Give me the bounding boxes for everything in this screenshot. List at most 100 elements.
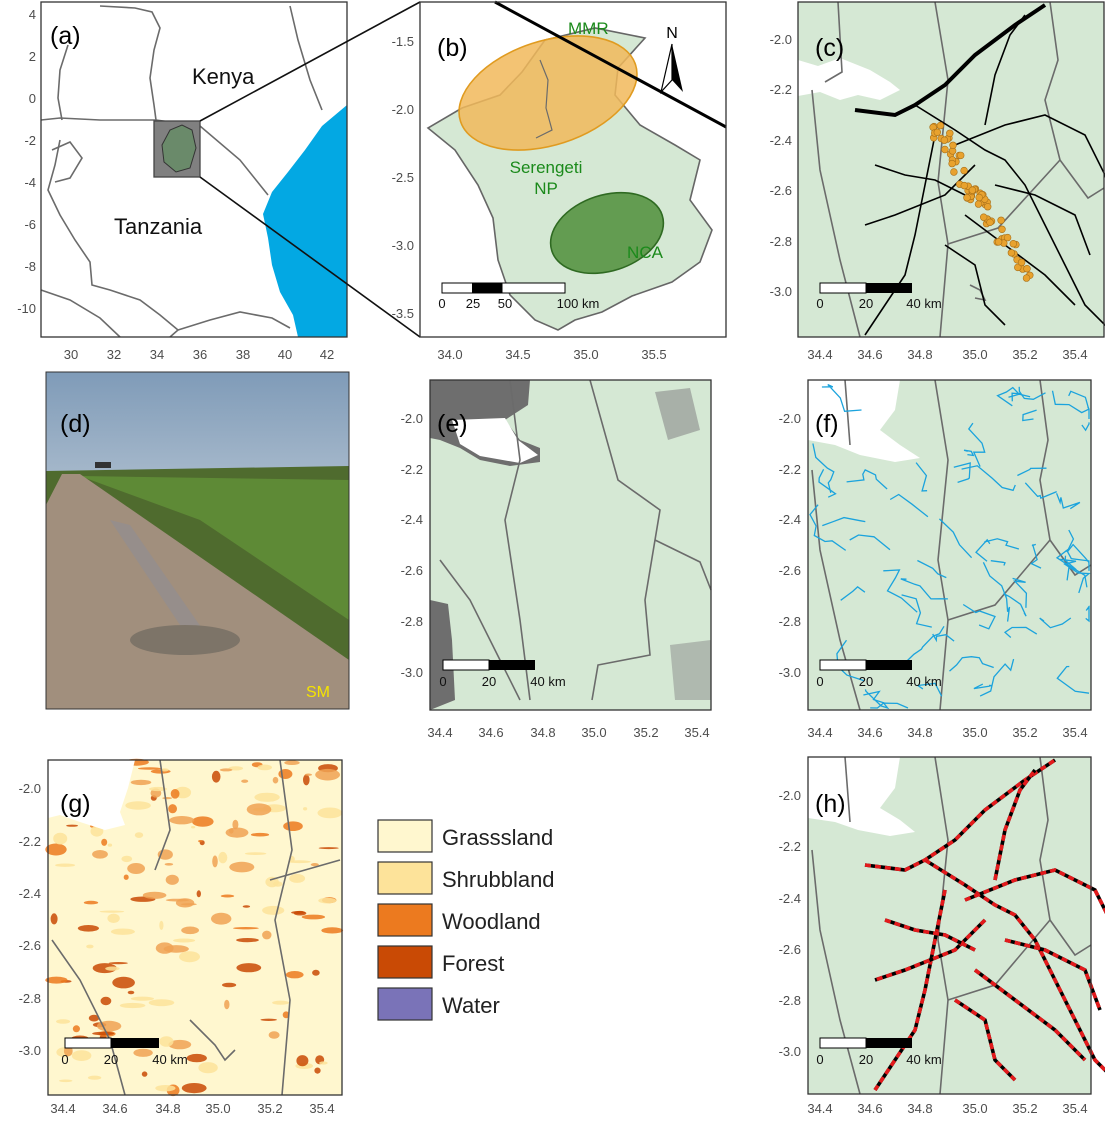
tanzania-south-border xyxy=(177,311,291,331)
river-line xyxy=(1003,626,1038,638)
x-tick-label: 38 xyxy=(236,347,250,362)
x-tick-label: 34.0 xyxy=(437,347,462,362)
y-tick-label: -2.8 xyxy=(779,993,801,1008)
y-tick-label: -6 xyxy=(24,217,36,232)
road-segment-dash xyxy=(874,918,987,982)
vegetation-patch xyxy=(224,999,230,1010)
river-line xyxy=(1039,617,1072,629)
y-tick-label: -2.2 xyxy=(19,834,41,849)
vegetation-patch xyxy=(133,1048,153,1057)
roadkill-point xyxy=(948,159,956,168)
vegetation-patch xyxy=(244,852,267,855)
y-tick-label: -1.5 xyxy=(392,34,414,49)
vegetation-patch xyxy=(45,976,68,984)
scale-label: 40 km xyxy=(906,674,941,689)
river-line xyxy=(1068,390,1090,419)
roadkill-point xyxy=(941,145,949,154)
river-line xyxy=(975,538,991,562)
road-line xyxy=(874,164,966,196)
roadkill-point xyxy=(960,166,968,175)
panel-g-y-axis: -2.0 -2.2 -2.4 -2.6 -2.8 -3.0 xyxy=(19,781,41,1058)
x-tick-label: 42 xyxy=(320,347,334,362)
scale-bar-b: 0 25 50 100 km xyxy=(438,282,599,311)
vegetation-patch xyxy=(165,898,190,902)
vegetation-patch xyxy=(130,996,154,1001)
y-tick-label: -2.4 xyxy=(770,133,792,148)
panel-a-label: (a) xyxy=(50,22,81,50)
roadkill-point xyxy=(998,225,1006,234)
x-tick-label: 35.4 xyxy=(309,1101,334,1116)
animal xyxy=(130,625,240,655)
x-tick-label: 34.4 xyxy=(427,725,452,740)
roadkill-point xyxy=(997,216,1005,225)
road-segment-dash xyxy=(864,758,1056,872)
serengeti-label: Serengeti xyxy=(510,158,583,177)
vegetation-patch xyxy=(250,832,270,837)
vegetation-patch xyxy=(87,1075,102,1080)
river-line xyxy=(949,656,994,672)
vegetation-patch xyxy=(229,861,255,873)
roadkill-point xyxy=(975,193,983,202)
lake-victoria-west xyxy=(51,141,83,183)
vegetation-patch xyxy=(155,942,174,954)
x-tick-label: 35.2 xyxy=(257,1101,282,1116)
vegetation-patch xyxy=(86,944,94,949)
y-tick-label: -2.4 xyxy=(779,512,801,527)
river-line xyxy=(905,625,945,663)
vegetation-patch xyxy=(88,1014,100,1022)
vegetation-patch xyxy=(272,1000,290,1005)
vegetation-patch xyxy=(236,938,259,943)
vegetation-patch xyxy=(196,890,201,898)
y-tick-label: -2.6 xyxy=(19,938,41,953)
vegetation-patch xyxy=(242,905,251,908)
scale-label: 40 km xyxy=(530,674,565,689)
river-line xyxy=(822,516,866,527)
roadkill-point xyxy=(979,213,988,221)
np-label: NP xyxy=(534,179,558,198)
vegetation-patch xyxy=(92,850,108,859)
vegetation-patch xyxy=(296,1055,309,1067)
x-tick-label: 34 xyxy=(150,347,164,362)
kenya-tanzania-border xyxy=(494,0,727,129)
river-line xyxy=(915,462,928,492)
roadkill-point xyxy=(933,128,941,137)
river-line xyxy=(846,469,888,490)
vegetation-patch xyxy=(198,1062,218,1074)
road-line xyxy=(854,3,1047,118)
y-tick-label: -2.0 xyxy=(779,411,801,426)
vegetation-patch xyxy=(246,803,272,816)
road-line xyxy=(994,184,1091,256)
river-line xyxy=(1056,665,1090,694)
x-tick-label: 35.4 xyxy=(1062,347,1087,362)
river-line xyxy=(967,422,986,467)
y-tick-label: -2.6 xyxy=(779,563,801,578)
mmr-ellipse xyxy=(458,35,638,151)
vegetation-patch xyxy=(160,768,169,772)
panel-f: (f) 0 20 40 km 34.4 34.6 34.8 35.0 35.2 … xyxy=(779,379,1092,740)
vegetation-patch xyxy=(170,789,180,799)
river-line xyxy=(1081,422,1090,432)
scale-bar-g: 0 20 40 km xyxy=(61,1037,188,1067)
scale-label: 0 xyxy=(439,674,446,689)
vegetation-patch xyxy=(282,1011,290,1019)
y-tick-label: -2.2 xyxy=(779,839,801,854)
vegetation-patch xyxy=(229,828,234,834)
river-line xyxy=(1022,409,1037,422)
y-tick-label: -2.0 xyxy=(19,781,41,796)
y-tick-label: -2.4 xyxy=(401,512,423,527)
x-tick-label: 35.4 xyxy=(1062,725,1087,740)
vegetation-patch xyxy=(236,963,262,973)
vegetation-patch xyxy=(181,1083,207,1094)
x-tick-label: 34.6 xyxy=(102,1101,127,1116)
vegetation-patch xyxy=(99,910,125,913)
vegetation-patch xyxy=(119,1002,146,1009)
vegetation-patch xyxy=(149,786,167,792)
panel-d-label: (d) xyxy=(60,410,91,438)
river-line xyxy=(863,690,909,709)
river-line xyxy=(849,534,891,551)
river-line xyxy=(963,449,975,457)
y-tick-label: -2.8 xyxy=(779,614,801,629)
vegetation-patch xyxy=(319,1061,328,1065)
vegetation-patch xyxy=(107,913,120,923)
x-tick-label: 34.4 xyxy=(807,347,832,362)
